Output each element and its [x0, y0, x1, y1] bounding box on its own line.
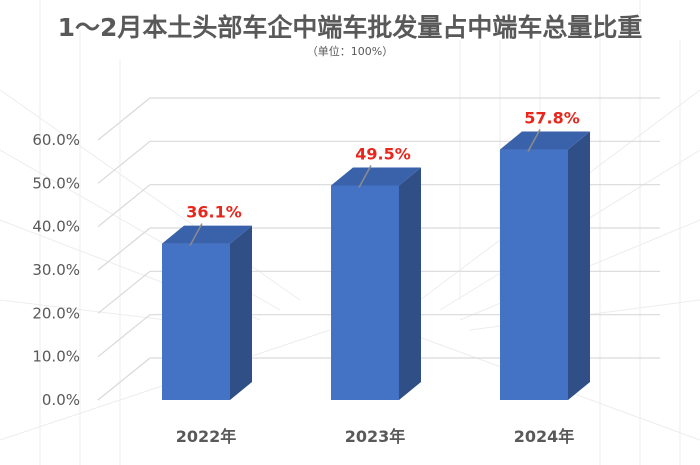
data-label-leader: [527, 129, 541, 152]
data-label-leader: [189, 223, 203, 246]
data-label: 57.8%: [524, 109, 580, 128]
x-axis-ticks: 2022年 2023年 2024年: [176, 427, 575, 446]
bar-top: [500, 131, 590, 150]
gridline-depth: [97, 97, 151, 141]
gridline-depth: [97, 227, 151, 271]
y-tick-label: 0.0%: [42, 391, 80, 409]
bar-side: [399, 167, 421, 400]
gridline-depth: [97, 184, 151, 228]
x-tick-label: 2023年: [345, 427, 406, 446]
bar-side: [230, 225, 252, 400]
bar-side: [568, 131, 590, 401]
bar-top: [331, 167, 421, 186]
data-label: 36.1%: [186, 203, 242, 222]
data-labels: 36.1% 49.5% 57.8%: [186, 109, 580, 246]
y-tick-label: 10.0%: [32, 348, 80, 366]
y-tick-label: 20.0%: [32, 304, 80, 322]
gridline-depth: [97, 270, 151, 314]
y-tick-label: 40.0%: [32, 218, 80, 236]
bar-2023年: [331, 167, 421, 400]
bar-top: [162, 225, 252, 244]
x-tick-label: 2022年: [176, 427, 237, 446]
bars: [162, 131, 590, 401]
bar-front: [162, 243, 230, 400]
gridline-depth: [97, 357, 151, 401]
bar-2022年: [162, 225, 252, 400]
gridline-depth: [97, 314, 151, 358]
y-axis-ticks: 0.0% 10.0% 20.0% 30.0% 40.0% 50.0% 60.0%: [32, 131, 80, 409]
y-tick-label: 30.0%: [32, 261, 80, 279]
chart-title: 1～2月本土头部车企中端车批发量占中端车总量比重: [57, 13, 643, 42]
gridline-depth: [97, 140, 151, 184]
data-label-leader: [358, 165, 372, 188]
bar-2024年: [500, 131, 590, 401]
y-tick-label: 60.0%: [32, 131, 80, 149]
chart-subtitle: （单位：100%）: [306, 45, 394, 58]
bar-front: [331, 185, 399, 400]
bar-front: [500, 149, 568, 400]
data-label: 49.5%: [355, 145, 411, 164]
y-tick-label: 50.0%: [32, 174, 80, 192]
x-tick-label: 2024年: [514, 427, 575, 446]
